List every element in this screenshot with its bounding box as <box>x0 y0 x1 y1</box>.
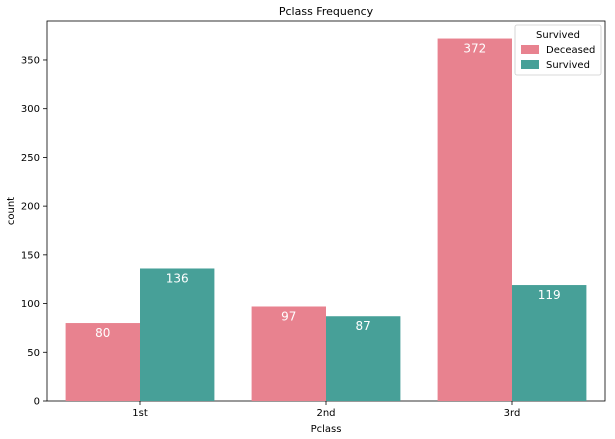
legend: Survived Deceased Survived <box>514 24 602 76</box>
legend-title: Survived <box>536 30 580 41</box>
y-tick-label: 50 <box>27 348 40 359</box>
bar-survived-2nd <box>326 316 401 401</box>
legend-entries: Deceased Survived <box>521 45 595 71</box>
legend-label-deceased: Deceased <box>546 45 595 56</box>
bar-deceased-3rd <box>437 38 512 402</box>
data-label-deceased-1st: 80 <box>95 326 110 340</box>
y-axis: 0 50 100 150 200 250 300 350 <box>21 55 47 408</box>
bar-survived-3rd <box>512 285 587 401</box>
legend-swatch-survived <box>521 60 539 69</box>
x-tick-label: 1st <box>132 408 148 419</box>
bar-survived-1st <box>140 268 215 401</box>
chart-title: Pclass Frequency <box>279 5 374 18</box>
y-tick-label: 100 <box>21 299 40 310</box>
x-axis-label: Pclass <box>311 424 342 435</box>
bars-layer <box>65 38 587 402</box>
data-label-survived-1st: 136 <box>166 271 189 285</box>
data-label-deceased-3rd: 372 <box>463 42 486 56</box>
data-label-survived-2nd: 87 <box>356 319 371 333</box>
bar-deceased-2nd <box>251 306 326 401</box>
y-tick-label: 150 <box>21 250 40 261</box>
x-axis: 1st 2nd 3rd <box>132 401 520 419</box>
y-axis-label: count <box>6 197 17 225</box>
x-tick-label: 3rd <box>504 408 521 419</box>
bar-labels-layer: 80 136 97 87 372 119 <box>95 42 560 341</box>
x-tick-label: 2nd <box>316 408 335 419</box>
y-tick-label: 300 <box>21 104 40 115</box>
y-tick-label: 350 <box>21 55 40 66</box>
data-label-survived-3rd: 119 <box>538 288 561 302</box>
y-tick-label: 250 <box>21 153 40 164</box>
y-tick-label: 0 <box>34 397 40 408</box>
legend-swatch-deceased <box>521 45 539 54</box>
bar-deceased-1st <box>65 323 140 401</box>
plot-area: 80 136 97 87 372 119 0 50 100 150 200 250 300 350 1s… <box>21 20 606 419</box>
y-tick-label: 200 <box>21 202 40 213</box>
data-label-deceased-2nd: 97 <box>281 309 296 323</box>
legend-label-survived: Survived <box>546 60 590 71</box>
